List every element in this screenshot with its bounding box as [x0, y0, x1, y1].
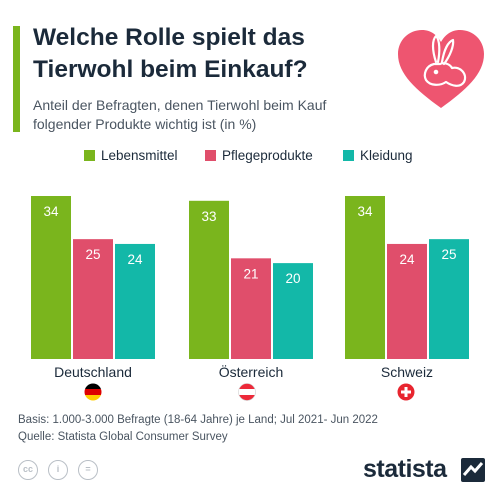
austria-flag-icon [238, 383, 256, 401]
legend-swatch-kleidung [343, 150, 354, 161]
data-label-österreich-pflegeprodukte: 21 [243, 266, 258, 281]
germany-flag-icon [84, 383, 102, 401]
source-note: Quelle: Statista Global Consumer Survey [18, 431, 228, 443]
statista-logo-icon [461, 458, 485, 482]
footnote: Basis: 1.000-3.000 Befragte (18-64 Jahre… [18, 412, 378, 446]
data-label-schweiz-kleidung: 25 [441, 247, 456, 262]
rabbit-heart-icon [398, 30, 484, 108]
chart-title: Welche Rolle spielt das Tierwohl beim Ei… [33, 24, 308, 83]
data-label-deutschland-pflegeprodukte: 25 [85, 247, 100, 262]
data-label-schweiz-lebensmittel: 34 [357, 204, 373, 219]
data-label-deutschland-lebensmittel: 34 [43, 204, 59, 219]
bar-österreich-pflegeprodukte [231, 258, 271, 359]
bar-deutschland-pflegeprodukte [73, 239, 113, 359]
legend-label-kleidung: Kleidung [360, 148, 413, 163]
bar-deutschland-kleidung [115, 243, 155, 359]
statista-logo[interactable]: statista [363, 455, 447, 483]
legend-label-lebensmittel: Lebensmittel [101, 148, 178, 163]
basis-note: Basis: 1.000-3.000 Befragte (18-64 Jahre… [18, 414, 378, 426]
data-label-deutschland-kleidung: 24 [127, 252, 143, 267]
bar-schweiz-lebensmittel [345, 196, 385, 359]
bar-schweiz-pflegeprodukte [387, 243, 427, 359]
nd-icon[interactable]: = [78, 460, 98, 480]
data-label-österreich-kleidung: 20 [285, 271, 300, 286]
data-label-österreich-lebensmittel: 33 [201, 209, 216, 224]
chart-subtitle: Anteil der Befragten, denen Tierwohl bei… [33, 97, 327, 132]
switzerland-flag-icon [397, 383, 415, 401]
bar-schweiz-kleidung [429, 239, 469, 359]
legend-swatch-lebensmittel [84, 150, 95, 161]
category-label-1: Österreich [219, 363, 284, 380]
bar-österreich-kleidung [273, 263, 313, 359]
category-label-0: Deutschland [54, 364, 132, 380]
legend-label-pflegeprodukte: Pflegeprodukte [222, 148, 313, 163]
category-label-2: Schweiz [381, 364, 433, 380]
cc-icon[interactable]: cc [18, 460, 38, 480]
bar-deutschland-lebensmittel [31, 196, 71, 359]
legend-swatch-pflegeprodukte [205, 150, 216, 161]
bar-österreich-lebensmittel [189, 200, 229, 359]
by-icon[interactable]: i [48, 460, 68, 480]
data-label-schweiz-pflegeprodukte: 24 [399, 252, 415, 267]
title-accent-bar [13, 26, 20, 132]
